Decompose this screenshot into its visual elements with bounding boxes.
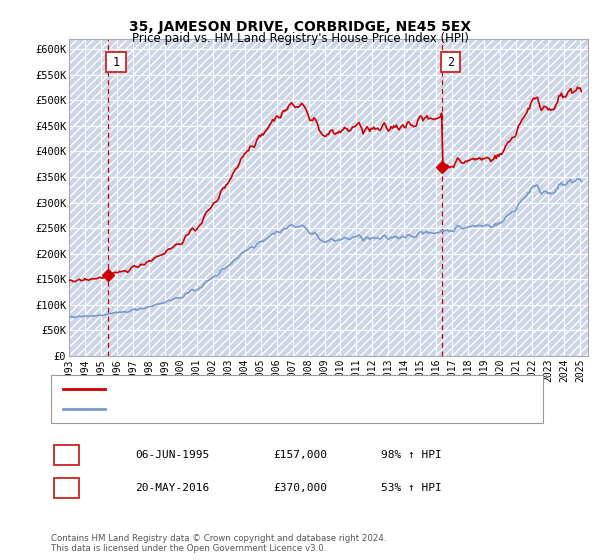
Text: 2: 2 xyxy=(63,481,70,494)
Text: £370,000: £370,000 xyxy=(273,483,327,493)
Text: Price paid vs. HM Land Registry's House Price Index (HPI): Price paid vs. HM Land Registry's House … xyxy=(131,32,469,45)
Text: 20-MAY-2016: 20-MAY-2016 xyxy=(135,483,209,493)
Text: 1: 1 xyxy=(112,55,119,69)
Text: 35, JAMESON DRIVE, CORBRIDGE, NE45 5EX (detached house): 35, JAMESON DRIVE, CORBRIDGE, NE45 5EX (… xyxy=(114,385,458,394)
Text: 2: 2 xyxy=(447,55,454,69)
Text: HPI: Average price, detached house, Northumberland: HPI: Average price, detached house, Nort… xyxy=(114,404,427,414)
Text: 1: 1 xyxy=(63,449,70,462)
Text: 35, JAMESON DRIVE, CORBRIDGE, NE45 5EX: 35, JAMESON DRIVE, CORBRIDGE, NE45 5EX xyxy=(129,20,471,34)
FancyBboxPatch shape xyxy=(441,52,460,72)
Text: Contains HM Land Registry data © Crown copyright and database right 2024.
This d: Contains HM Land Registry data © Crown c… xyxy=(51,534,386,553)
Text: £157,000: £157,000 xyxy=(273,450,327,460)
Text: 98% ↑ HPI: 98% ↑ HPI xyxy=(381,450,442,460)
Text: 06-JUN-1995: 06-JUN-1995 xyxy=(135,450,209,460)
FancyBboxPatch shape xyxy=(106,52,125,72)
Text: 53% ↑ HPI: 53% ↑ HPI xyxy=(381,483,442,493)
